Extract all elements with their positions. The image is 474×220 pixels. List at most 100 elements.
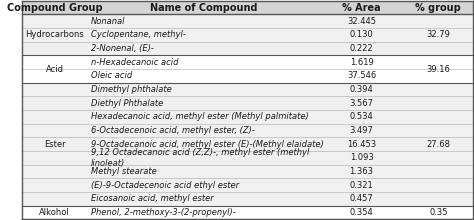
Bar — [22, 69, 87, 83]
Bar — [320, 206, 403, 219]
Text: 1.619: 1.619 — [350, 58, 374, 67]
Bar — [403, 192, 474, 206]
Text: 0.534: 0.534 — [350, 112, 374, 121]
Bar — [87, 83, 320, 96]
Bar — [320, 14, 403, 28]
Bar — [22, 165, 87, 178]
Bar — [22, 137, 87, 151]
Text: 0.222: 0.222 — [350, 44, 374, 53]
Bar — [87, 69, 320, 83]
Bar — [403, 206, 474, 219]
Text: Oleic acid: Oleic acid — [91, 71, 132, 80]
Bar — [320, 28, 403, 42]
Text: Methyl stearate: Methyl stearate — [91, 167, 157, 176]
Bar — [22, 151, 87, 165]
Text: 32.445: 32.445 — [347, 17, 376, 26]
Text: 39.16: 39.16 — [427, 64, 450, 73]
Bar — [87, 1, 320, 14]
Text: Alkohol: Alkohol — [39, 208, 70, 217]
Bar — [403, 178, 474, 192]
Bar — [87, 42, 320, 55]
Bar — [87, 14, 320, 28]
Bar — [320, 192, 403, 206]
Text: Hexadecanoic acid, methyl ester (Methyl palmitate): Hexadecanoic acid, methyl ester (Methyl … — [91, 112, 309, 121]
Bar — [320, 137, 403, 151]
Bar — [22, 55, 87, 69]
Bar — [87, 110, 320, 124]
Bar — [87, 206, 320, 219]
Text: 2-Nonenal, (E)-: 2-Nonenal, (E)- — [91, 44, 154, 53]
Text: 0.457: 0.457 — [350, 194, 374, 203]
Bar — [87, 137, 320, 151]
Bar — [403, 42, 474, 55]
Text: 9-Octadecanoic acid, methyl ester (E)-(Methyl elaidate): 9-Octadecanoic acid, methyl ester (E)-(M… — [91, 140, 324, 149]
Bar — [320, 1, 403, 14]
Text: Compound Group: Compound Group — [7, 2, 102, 13]
Bar — [403, 69, 474, 83]
Bar — [403, 1, 474, 14]
Text: 37.546: 37.546 — [347, 71, 376, 80]
Bar — [320, 42, 403, 55]
Bar — [403, 137, 474, 151]
Text: 9,12 Octadecanoic acid (Z,Z)-, methyl ester (methyl
linoleat): 9,12 Octadecanoic acid (Z,Z)-, methyl es… — [91, 148, 310, 167]
Bar — [87, 178, 320, 192]
Bar — [403, 165, 474, 178]
Text: 0.35: 0.35 — [429, 208, 447, 217]
Bar — [320, 96, 403, 110]
Text: Nonanal: Nonanal — [91, 17, 126, 26]
Bar — [320, 151, 403, 165]
Bar — [403, 83, 474, 96]
Bar — [87, 124, 320, 137]
Text: Cyclopentane, methyl-: Cyclopentane, methyl- — [91, 30, 186, 39]
Bar — [87, 28, 320, 42]
Bar — [403, 110, 474, 124]
Bar — [22, 83, 87, 96]
Bar — [320, 178, 403, 192]
Text: 16.453: 16.453 — [347, 140, 376, 149]
Text: % Area: % Area — [342, 2, 381, 13]
Text: Phenol, 2-methoxy-3-(2-propenyl)-: Phenol, 2-methoxy-3-(2-propenyl)- — [91, 208, 236, 217]
Bar — [22, 14, 87, 28]
Bar — [22, 110, 87, 124]
Text: Hydrocarbons: Hydrocarbons — [25, 30, 84, 39]
Text: 32.79: 32.79 — [427, 30, 450, 39]
Bar — [22, 192, 87, 206]
Text: 0.321: 0.321 — [350, 181, 374, 190]
Bar — [320, 69, 403, 83]
Text: (E)-9-Octadecenoic acid ethyl ester: (E)-9-Octadecenoic acid ethyl ester — [91, 181, 239, 190]
Bar — [87, 55, 320, 69]
Text: Diethyl Phthalate: Diethyl Phthalate — [91, 99, 163, 108]
Bar — [87, 96, 320, 110]
Bar — [403, 96, 474, 110]
Bar — [22, 42, 87, 55]
Text: n-Hexadecanoic acid: n-Hexadecanoic acid — [91, 58, 178, 67]
Text: 6-Octadecenoic acid, methyl ester, (Z)-: 6-Octadecenoic acid, methyl ester, (Z)- — [91, 126, 255, 135]
Text: 0.130: 0.130 — [350, 30, 374, 39]
Bar — [22, 1, 87, 14]
Text: Eicosanoic acid, methyl ester: Eicosanoic acid, methyl ester — [91, 194, 214, 203]
Bar — [403, 14, 474, 28]
Bar — [403, 55, 474, 69]
Text: Name of Compound: Name of Compound — [150, 2, 257, 13]
Text: 1.363: 1.363 — [350, 167, 374, 176]
Bar — [22, 28, 87, 42]
Text: 0.354: 0.354 — [350, 208, 374, 217]
Text: 0.394: 0.394 — [350, 85, 374, 94]
Text: Ester: Ester — [44, 140, 65, 149]
Bar — [22, 206, 87, 219]
Bar — [403, 151, 474, 165]
Bar — [22, 124, 87, 137]
Text: 27.68: 27.68 — [426, 140, 450, 149]
Bar — [320, 83, 403, 96]
Bar — [87, 151, 320, 165]
Text: 3.567: 3.567 — [350, 99, 374, 108]
Bar — [320, 110, 403, 124]
Bar — [320, 124, 403, 137]
Bar — [403, 124, 474, 137]
Bar — [403, 28, 474, 42]
Bar — [87, 192, 320, 206]
Bar — [22, 178, 87, 192]
Text: 1.093: 1.093 — [350, 153, 374, 162]
Bar — [87, 165, 320, 178]
Bar — [320, 165, 403, 178]
